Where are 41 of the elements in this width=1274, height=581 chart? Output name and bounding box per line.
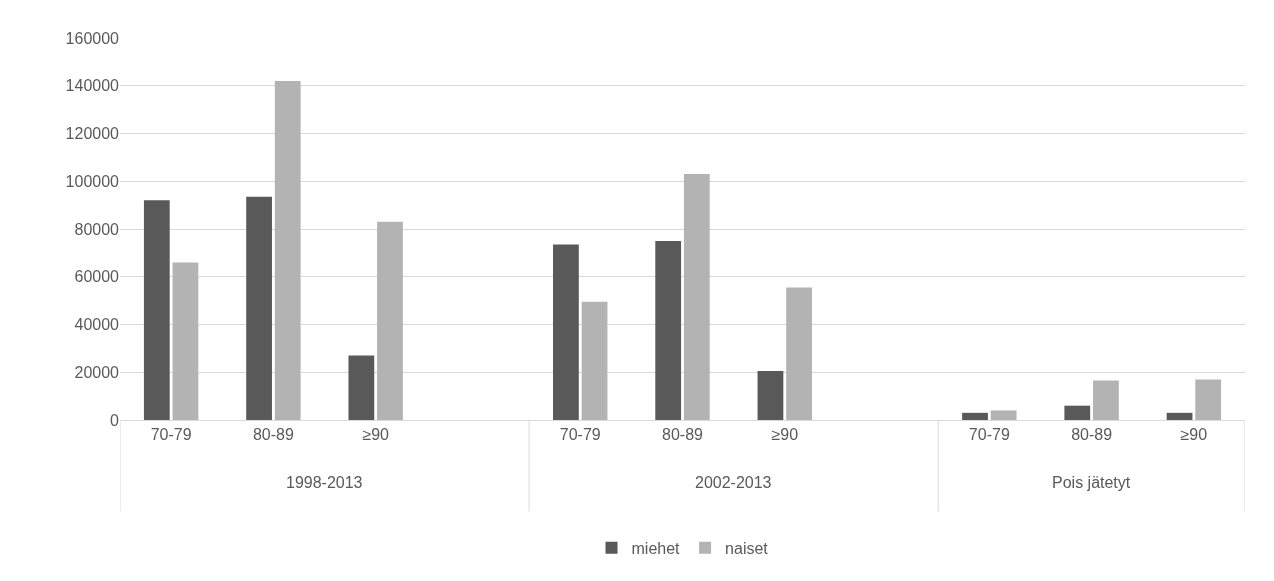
- bar: [274, 80, 301, 420]
- bar: [377, 221, 403, 420]
- bar: [1093, 380, 1119, 420]
- text: Pois jätetyt: [1052, 474, 1131, 491]
- x-tick-label: ≥90: [362, 426, 390, 444]
- bar: [757, 371, 784, 420]
- y-tick-label: 60000: [74, 268, 120, 286]
- text: 2002-2013: [695, 474, 772, 491]
- bar: [143, 200, 170, 420]
- x-tick-label: 80-89: [662, 426, 704, 444]
- bar: [1166, 412, 1193, 420]
- legend-label: naiset: [725, 540, 769, 558]
- y-tick-label: 120000: [65, 125, 120, 143]
- bar: [1195, 379, 1222, 420]
- bar: [172, 262, 199, 420]
- x-tick-label: 70-79: [150, 426, 192, 444]
- y-tick-label: 100000: [65, 172, 120, 190]
- legend-label: miehet: [631, 540, 681, 558]
- y-tick-label: 80000: [74, 220, 120, 238]
- y-tick-label: 140000: [65, 77, 120, 95]
- y-tick-label: 20000: [74, 363, 120, 381]
- text: 1998-2013: [286, 474, 363, 491]
- x-tick-label: ≥90: [1180, 426, 1208, 444]
- bar: [348, 355, 375, 420]
- y-tick-label: 0: [110, 411, 120, 429]
- y-tick-label: 40000: [74, 316, 120, 334]
- bar: [990, 410, 1017, 420]
- bar: [683, 174, 710, 420]
- bar: [655, 240, 682, 420]
- x-tick-label: ≥90: [771, 426, 799, 444]
- y-tick-label: 160000: [65, 29, 120, 47]
- bar: [246, 196, 272, 420]
- bar: [1064, 405, 1091, 420]
- bar: [581, 301, 608, 420]
- x-tick-label: 80-89: [252, 426, 294, 444]
- x-tick-label: 70-79: [559, 426, 601, 444]
- x-tick-label: 80-89: [1071, 426, 1113, 444]
- bar: [962, 412, 988, 420]
- bar: [553, 244, 579, 420]
- x-tick-label: 70-79: [968, 426, 1010, 444]
- bar: [786, 287, 812, 420]
